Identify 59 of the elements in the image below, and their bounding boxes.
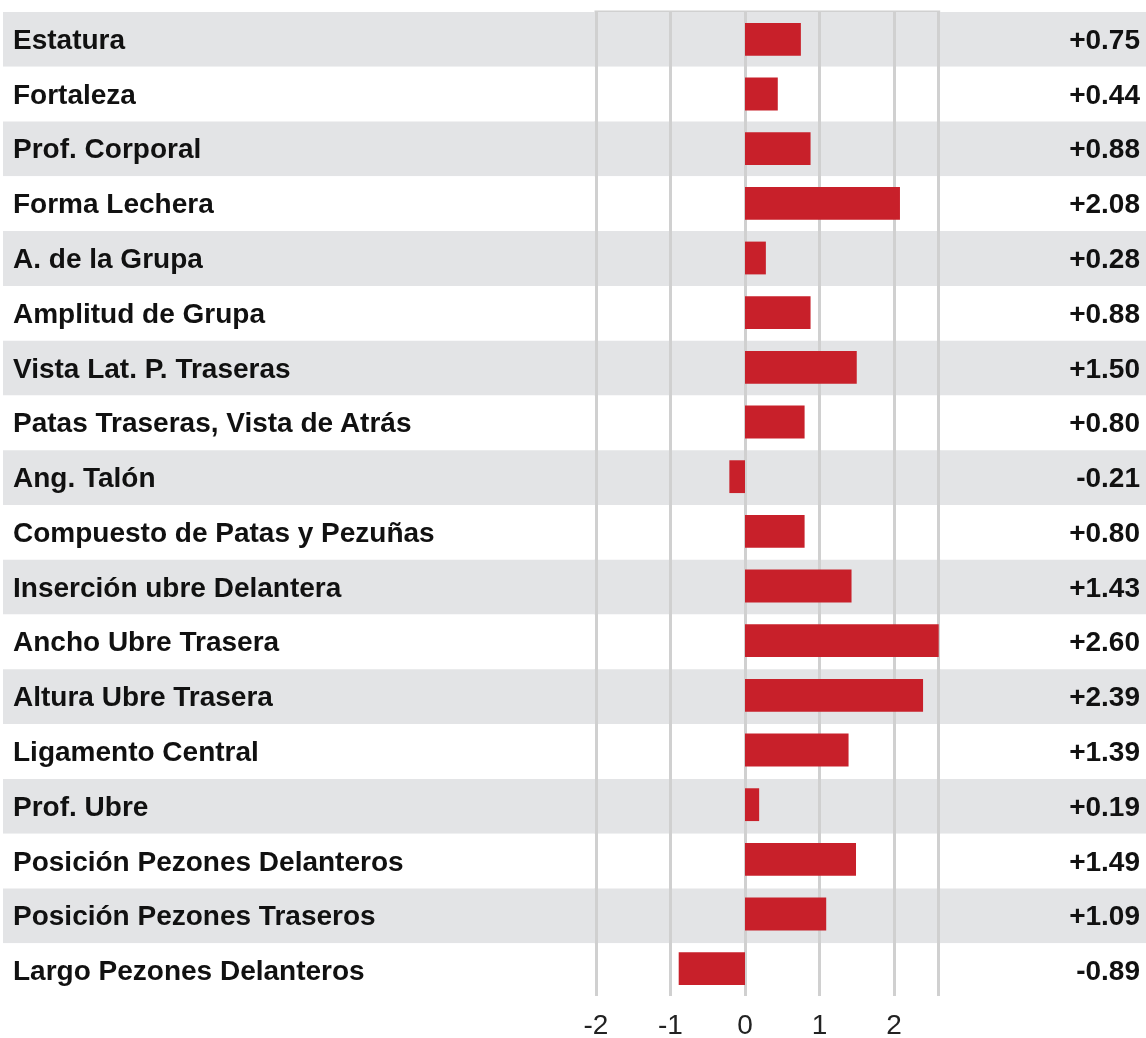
bar xyxy=(745,514,805,548)
y-tick-label: Amplitud de Grupa xyxy=(13,297,266,329)
y-tick-label: Altura Ubre Trasera xyxy=(13,681,274,713)
data-label: +0.75 xyxy=(1069,23,1140,55)
data-label: +0.88 xyxy=(1069,297,1140,329)
bar xyxy=(745,897,827,931)
x-tick-label: 1 xyxy=(811,1008,828,1038)
x-tick-label: 2 xyxy=(886,1008,902,1038)
data-label: +1.43 xyxy=(1069,571,1140,603)
y-tick-label: Forma Lechera xyxy=(13,188,215,220)
bar xyxy=(745,132,811,166)
bar xyxy=(745,842,857,876)
y-tick-label: Vista Lat. P. Traseras xyxy=(13,352,291,384)
x-tick-label: -2 xyxy=(583,1008,609,1038)
data-label: +1.09 xyxy=(1069,900,1140,932)
bar xyxy=(745,241,766,275)
y-tick-label: Estatura xyxy=(13,23,126,55)
data-label: +1.39 xyxy=(1069,736,1140,767)
data-label: +0.80 xyxy=(1069,407,1140,439)
bar xyxy=(729,460,745,494)
y-tick-label: Posición Pezones Delanteros xyxy=(13,845,404,877)
y-tick-label: A. de la Grupa xyxy=(13,243,204,274)
bar xyxy=(745,77,778,111)
data-label: +0.44 xyxy=(1069,78,1141,110)
data-label: +0.28 xyxy=(1069,243,1140,274)
data-label: +1.50 xyxy=(1069,352,1140,384)
bar xyxy=(745,22,801,56)
y-tick-label: Fortaleza xyxy=(13,78,137,110)
y-tick-label: Largo Pezones Delanteros xyxy=(13,955,365,987)
data-label: +0.88 xyxy=(1069,133,1140,165)
data-label: +0.80 xyxy=(1069,516,1140,548)
bar xyxy=(678,952,745,986)
data-label: -0.89 xyxy=(1076,955,1140,987)
y-tick-label: Posición Pezones Traseros xyxy=(13,900,376,932)
y-tick-label: Inserción ubre Delantera xyxy=(13,571,342,603)
data-label: +0.19 xyxy=(1069,790,1140,822)
bar xyxy=(745,788,760,822)
bar xyxy=(745,678,924,712)
bar xyxy=(745,569,852,603)
y-tick-label: Prof. Ubre xyxy=(13,790,149,822)
bar xyxy=(745,350,857,384)
y-tick-label: Patas Traseras, Vista de Atrás xyxy=(13,407,412,439)
x-tick-label: -1 xyxy=(658,1008,683,1038)
y-tick-label: Ancho Ubre Trasera xyxy=(13,626,280,658)
data-label: +2.39 xyxy=(1069,681,1140,713)
bar xyxy=(745,186,900,220)
data-label: -0.21 xyxy=(1076,462,1140,494)
data-label: +2.60 xyxy=(1069,626,1140,658)
bar xyxy=(745,405,805,439)
y-tick-label: Ang. Talón xyxy=(13,462,156,494)
data-label: +1.49 xyxy=(1069,845,1140,877)
y-tick-label: Prof. Corporal xyxy=(13,133,202,165)
bar xyxy=(745,624,939,658)
x-tick-label: 0 xyxy=(737,1008,753,1038)
bar xyxy=(745,296,811,330)
bar xyxy=(745,733,849,767)
y-tick-label: Ligamento Central xyxy=(13,736,259,767)
data-label: +2.08 xyxy=(1069,188,1140,220)
y-tick-label: Compuesto de Patas y Pezuñas xyxy=(13,516,435,548)
